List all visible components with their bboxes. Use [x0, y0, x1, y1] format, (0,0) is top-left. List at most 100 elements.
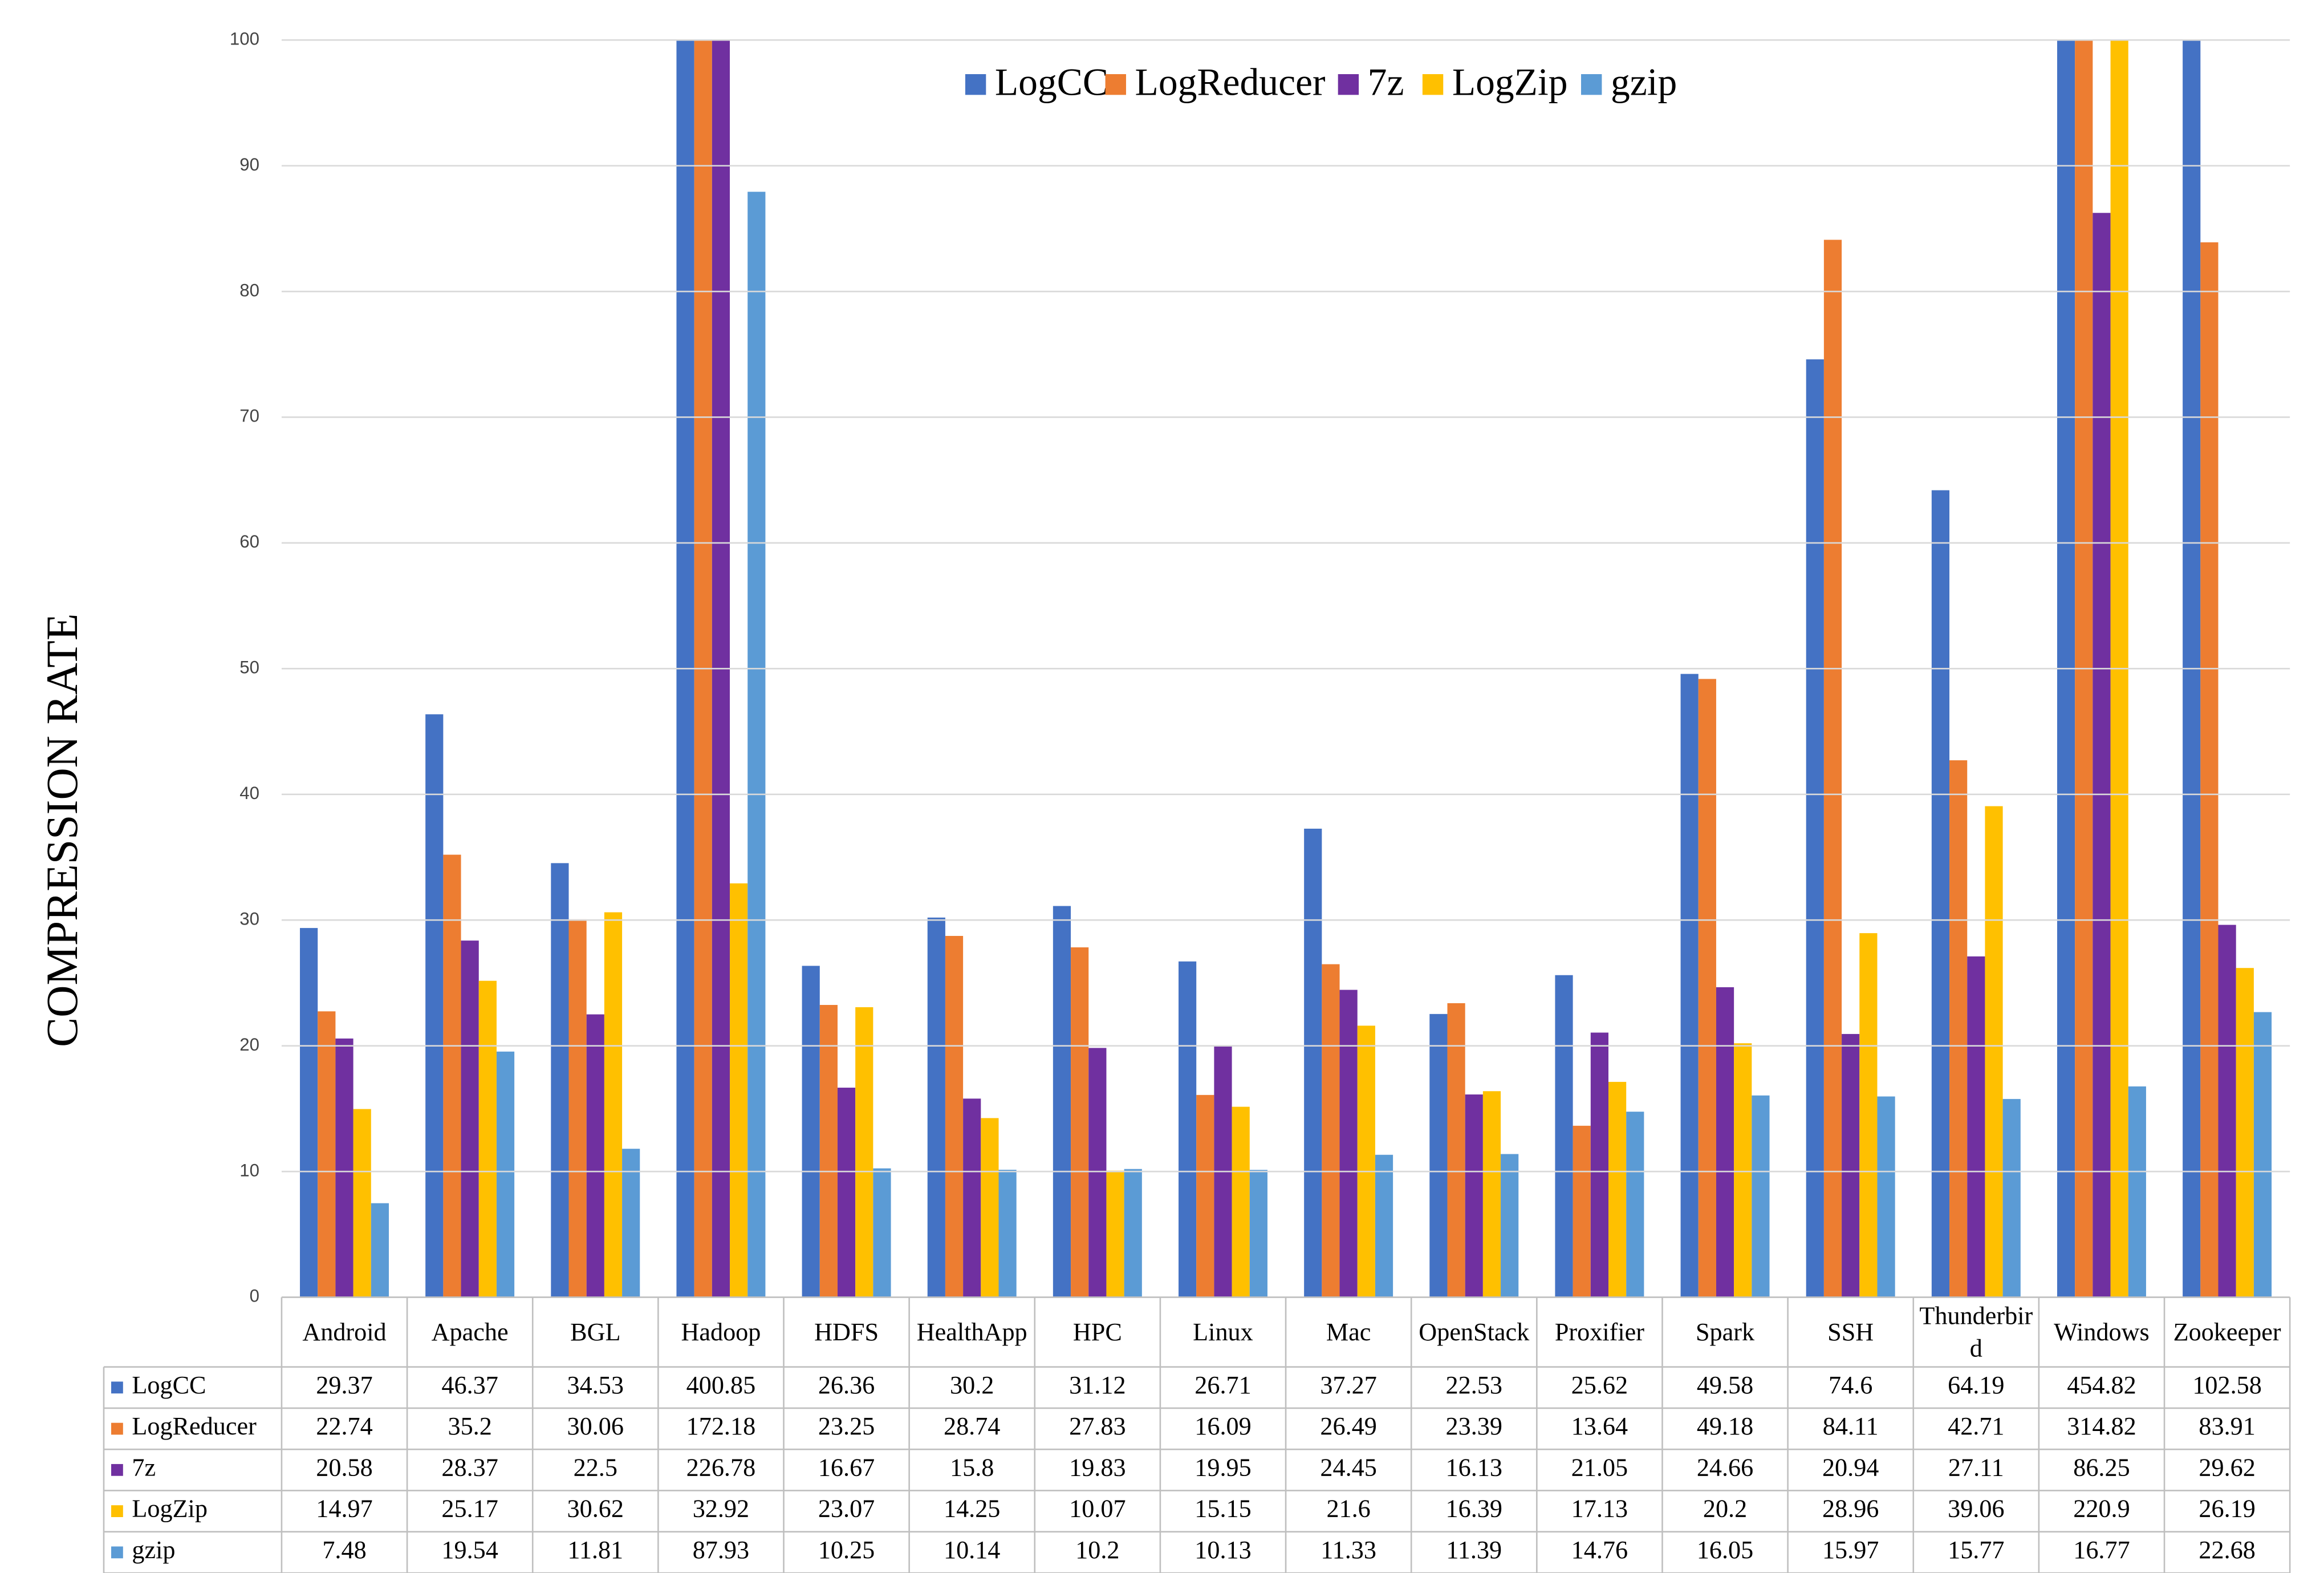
bar	[747, 192, 766, 1298]
bar	[1967, 956, 1985, 1298]
table-cell: 26.49	[1320, 1412, 1376, 1440]
bar	[425, 714, 444, 1298]
x-tick-label: Spark	[1695, 1317, 1755, 1345]
bar	[2002, 1098, 2021, 1298]
table-cell: 23.39	[1446, 1412, 1502, 1440]
bar	[1232, 1106, 1250, 1298]
bar	[335, 1038, 354, 1298]
y-tick-label: 10	[239, 1160, 259, 1180]
table-cell: 16.77	[2073, 1536, 2130, 1564]
bar	[1322, 964, 1340, 1298]
table-cell: 31.12	[1069, 1371, 1126, 1399]
bar	[478, 980, 497, 1298]
bar	[981, 1118, 999, 1298]
table-cell: 19.54	[441, 1536, 498, 1564]
bar	[568, 919, 587, 1298]
legend-label: gzip	[1611, 60, 1677, 103]
table-cell: 7.48	[322, 1536, 366, 1564]
y-axis-label: COMPRESSION RATE	[38, 614, 87, 1047]
bar	[676, 40, 694, 1298]
bar	[1339, 990, 1358, 1298]
table-cell: 29.37	[316, 1371, 372, 1399]
table-cell: 23.25	[818, 1412, 875, 1440]
table-cell: 24.66	[1697, 1453, 1753, 1481]
bar	[873, 1168, 891, 1298]
table-cell: 37.27	[1320, 1371, 1376, 1399]
bar	[1680, 674, 1699, 1298]
legend-label: 7z	[1368, 60, 1404, 103]
table-cell: 39.06	[1948, 1495, 2004, 1523]
bar	[819, 1005, 838, 1298]
table-legend-swatch	[111, 1381, 123, 1394]
x-tick-label-box: Apache	[431, 1317, 509, 1345]
bar	[318, 1011, 336, 1298]
table-legend-swatch	[111, 1505, 123, 1518]
bar	[1482, 1091, 1501, 1298]
bar	[551, 863, 569, 1298]
x-tick-label: OpenStack	[1419, 1317, 1530, 1345]
table-cell: 28.37	[441, 1453, 498, 1481]
bar	[1124, 1169, 1142, 1298]
legend-swatch	[1581, 74, 1602, 95]
bar	[998, 1169, 1017, 1298]
x-tick-label: HPC	[1072, 1317, 1122, 1345]
bar	[461, 940, 479, 1298]
table-cell: 13.64	[1571, 1412, 1628, 1440]
table-row-label: LogZip	[132, 1495, 208, 1523]
bar	[712, 40, 730, 1298]
bar	[1375, 1154, 1393, 1298]
table-cell: 26.19	[2199, 1495, 2255, 1523]
table-cell: 23.07	[818, 1495, 875, 1523]
bar	[1429, 1013, 1448, 1298]
table-cell: 19.83	[1069, 1453, 1126, 1481]
x-tick-label: BGL	[570, 1317, 621, 1345]
bar	[1877, 1096, 1895, 1298]
table-cell: 14.25	[944, 1495, 1000, 1523]
x-tick-label: HDFS	[814, 1317, 879, 1345]
table-cell: 10.13	[1194, 1536, 1251, 1564]
table-cell: 27.83	[1069, 1412, 1126, 1440]
table-cell: 22.68	[2199, 1536, 2255, 1564]
table-cell: 226.78	[686, 1453, 756, 1481]
bar	[2183, 40, 2201, 1298]
bar	[1716, 987, 1734, 1298]
bar	[1179, 961, 1197, 1298]
table-cell: 15.8	[950, 1453, 994, 1481]
legend-label: LogZip	[1452, 60, 1568, 103]
bar	[1698, 679, 1716, 1298]
x-tick-label: Hadoop	[681, 1317, 761, 1345]
bar	[300, 928, 318, 1298]
bar	[1806, 359, 1824, 1298]
table-cell: 314.82	[2067, 1412, 2136, 1440]
bar	[1573, 1125, 1591, 1298]
y-tick-label: 60	[239, 532, 259, 552]
table-legend-swatch	[111, 1463, 123, 1476]
bar	[443, 854, 461, 1298]
bar	[694, 40, 712, 1298]
table-cell: 32.92	[693, 1495, 749, 1523]
table-cell: 42.71	[1948, 1412, 2004, 1440]
bar	[622, 1149, 640, 1298]
table-cell: 28.74	[944, 1412, 1000, 1440]
x-tick-label: Apache	[431, 1317, 509, 1345]
table-cell: 46.37	[441, 1371, 498, 1399]
bars	[300, 40, 2272, 1298]
table-cell: 11.39	[1446, 1536, 1502, 1564]
bar	[1106, 1170, 1124, 1298]
x-tick-label: Zookeeper	[2173, 1317, 2281, 1345]
table-cell: 21.6	[1326, 1495, 1370, 1523]
legend-label: LogReducer	[1135, 60, 1326, 103]
y-tick-label: 80	[239, 280, 259, 300]
bar	[1842, 1033, 1860, 1298]
bar	[1071, 947, 1089, 1298]
table-cell: 49.18	[1697, 1412, 1753, 1440]
bar	[2200, 242, 2219, 1298]
table-cell: 84.11	[1823, 1412, 1879, 1440]
table-legend-swatch	[111, 1546, 123, 1559]
table-cell: 17.13	[1571, 1495, 1628, 1523]
x-tick-label-box: Zookeeper	[2173, 1317, 2281, 1345]
table-cell: 102.58	[2192, 1371, 2262, 1399]
bar	[1734, 1043, 1752, 1298]
legend-label: LogCC	[995, 60, 1108, 103]
x-tick-label-box: OpenStack	[1419, 1317, 1530, 1345]
